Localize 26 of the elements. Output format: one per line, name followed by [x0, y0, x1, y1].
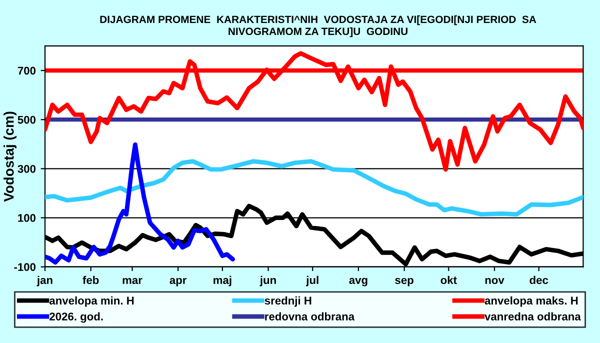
x-tick-label: maj: [214, 276, 232, 286]
legend-label: anvelopa min. H: [50, 296, 134, 307]
y-axis-title: Vodostaj (cm): [4, 112, 17, 202]
x-tick-label: jul: [306, 276, 318, 286]
x-tick-label: avg: [349, 278, 368, 286]
x-tick-label: apr: [170, 278, 187, 286]
y-tick-label: 700: [18, 66, 36, 75]
x-tick-label: dec: [530, 276, 548, 284]
legend-label: srednji H: [264, 296, 312, 307]
x-tick-label: nov: [485, 278, 504, 284]
legend-label: vanredna odbrana: [484, 312, 581, 320]
y-tick-label: 500: [18, 116, 36, 124]
line-series: [45, 142, 236, 265]
x-tick-label: sep: [395, 278, 414, 286]
x-tick-label: okt: [440, 276, 457, 284]
legend-label: 2026. god.: [50, 312, 103, 323]
y-tick-label: 300: [18, 164, 36, 173]
x-tick-label: feb: [82, 276, 99, 284]
legend-label: redovna odbrana: [265, 312, 355, 320]
y-tick-label: -100: [14, 263, 36, 271]
y-tick-label: 100: [18, 214, 36, 222]
chart-title: DIJAGRAM PROMENE KARAKTERISTI^NIH VODOSTAJA ZA VI[EGODI[NJI PERIOD SA NIVOGRAMOM ZA TEKU]U GODINU: [100, 15, 536, 38]
x-tick-label: jun: [260, 276, 276, 286]
x-tick-label: jan: [36, 276, 52, 286]
legend-label: anvelopa maks. H: [484, 296, 578, 307]
x-tick-label: mar: [122, 278, 142, 284]
